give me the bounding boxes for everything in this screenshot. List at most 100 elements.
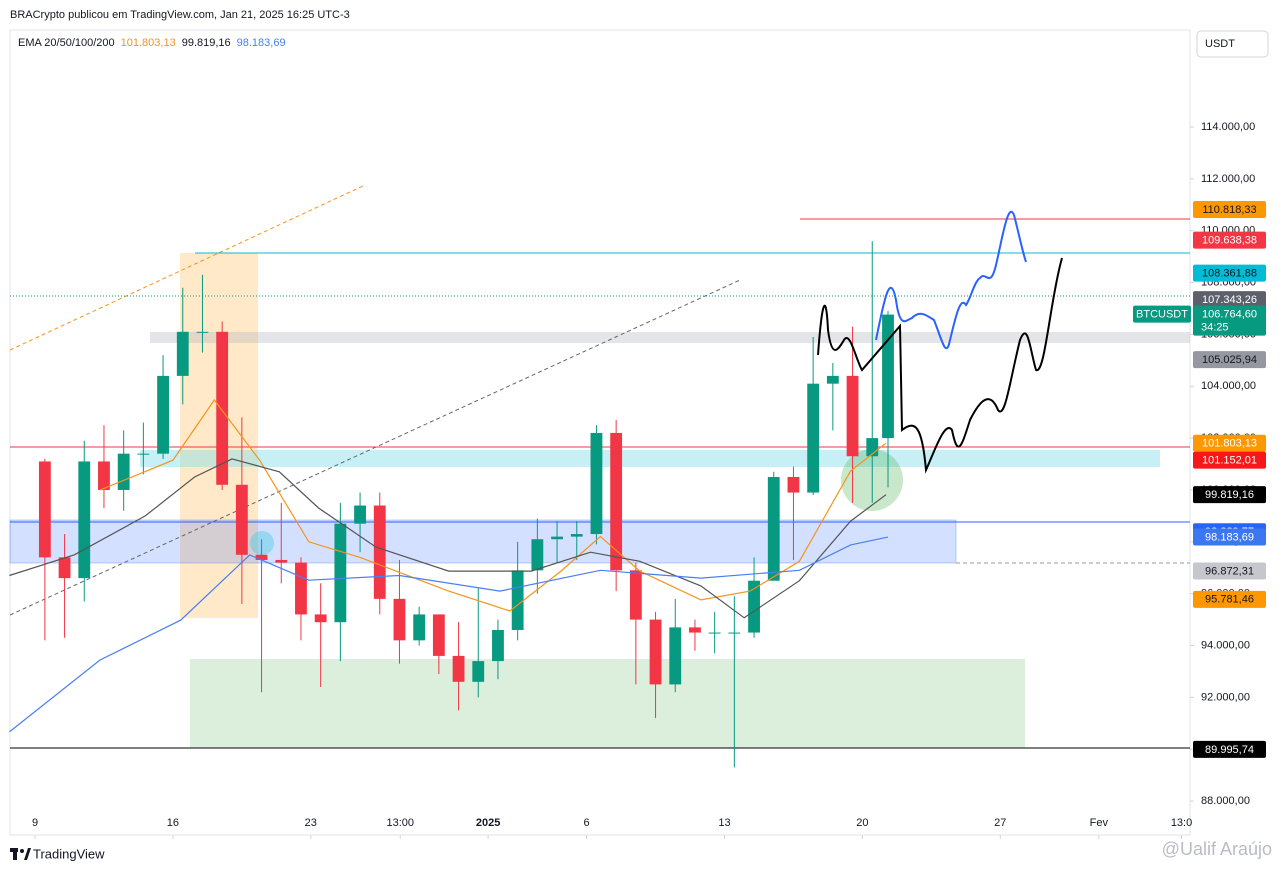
zone-green	[190, 659, 1025, 748]
ema-line	[9, 536, 889, 733]
candle-body	[807, 383, 820, 493]
y-tick-label: 92.000,00	[1201, 691, 1250, 703]
candle-body	[882, 314, 894, 439]
zone-gray	[150, 332, 1190, 343]
y-tick-label: 114.000,00	[1201, 121, 1255, 133]
candle-body	[137, 453, 150, 455]
x-tick-label: 2025	[476, 817, 500, 829]
candle-body	[235, 484, 248, 555]
price-badge-label: 95.781,46	[1205, 594, 1254, 606]
x-tick-label: Fev	[1090, 817, 1109, 829]
candle-body	[748, 580, 760, 633]
candle-body	[610, 432, 623, 571]
candle-body	[629, 570, 642, 620]
currency: USDT	[1205, 38, 1235, 50]
price-badge	[1193, 486, 1266, 504]
candle-body	[432, 614, 445, 656]
x-tick-label: 20	[856, 817, 868, 829]
trend-line	[9, 184, 366, 351]
indicator-legend: EMA 20/50/100/200 101.803,13 99.819,16 98.1…	[18, 37, 286, 49]
candle-body	[255, 554, 268, 560]
candle-body	[393, 598, 406, 641]
brand: TradingView	[33, 846, 105, 861]
ema-line	[99, 398, 887, 612]
price-badge-label: 101.152,01	[1202, 455, 1257, 467]
price-badge	[1193, 740, 1266, 758]
candle-body	[767, 477, 780, 581]
watermark: @Ualif Araújo	[1162, 839, 1272, 859]
candle-body	[826, 375, 839, 384]
ema-line	[9, 458, 887, 619]
candle-body	[196, 331, 209, 333]
candle-body	[98, 461, 110, 490]
price-badge-label: 105.025,94	[1202, 354, 1257, 366]
price-badge-label: 109.638,38	[1202, 234, 1257, 246]
price-badge	[1193, 562, 1266, 580]
indicator-value: 98.183,69	[237, 37, 286, 49]
price-badge-label: 98.183,69	[1205, 531, 1254, 543]
candle-body	[216, 331, 229, 485]
candle-body	[157, 375, 169, 454]
price-badge	[1193, 231, 1266, 249]
candle-body	[787, 477, 800, 493]
candle-body	[649, 619, 662, 685]
symbol-label: BTCUSDT	[1136, 308, 1188, 320]
candle-body	[58, 557, 71, 579]
candle-body	[314, 614, 327, 623]
x-tick-label: 16	[167, 817, 179, 829]
price-badge	[1193, 434, 1266, 452]
price-badge-label: 108.361,88	[1202, 268, 1257, 280]
x-tick-label: 23	[305, 817, 317, 829]
candle-body	[570, 534, 583, 537]
price-badge	[1193, 451, 1266, 469]
candle-body	[275, 559, 288, 563]
projection-path	[875, 211, 1027, 350]
x-tick-label: 13:00	[386, 817, 414, 829]
projection-path	[817, 257, 1063, 474]
y-tick-label: 94.000,00	[1201, 639, 1250, 651]
candle-body	[551, 536, 563, 540]
candle-body	[38, 461, 51, 558]
currency-button[interactable]	[1196, 30, 1269, 58]
candle-body	[373, 505, 386, 599]
zone-cyan	[140, 450, 1160, 467]
symbol-badge	[1133, 305, 1191, 323]
candle-body	[117, 453, 130, 490]
candle-body	[492, 629, 504, 662]
candle-body	[846, 375, 859, 457]
x-tick-label: 9	[32, 817, 38, 829]
candle-body	[452, 655, 465, 682]
price-badge-label: 107.343,26	[1202, 294, 1257, 306]
candle-body	[531, 539, 544, 571]
candle-body	[866, 438, 879, 457]
candle-body	[295, 562, 307, 615]
candle-body	[354, 505, 366, 524]
price-badge	[1193, 351, 1266, 369]
brand-logo	[10, 848, 31, 860]
price-badge	[1193, 200, 1266, 218]
candle-body	[590, 432, 603, 535]
candle-body	[708, 632, 721, 634]
candle-body	[78, 461, 91, 579]
indicator-value: 101.803,13	[121, 37, 176, 49]
price-badge-label: 110.818,33	[1202, 204, 1256, 216]
price-badge	[1193, 291, 1266, 309]
last-price-label: 106.764,60	[1202, 308, 1257, 320]
price-badge-label: 96.872,31	[1205, 565, 1254, 577]
last-price-badge	[1193, 305, 1266, 336]
x-tick-label: 13:0	[1171, 817, 1192, 829]
indicator-label: EMA 20/50/100/200	[18, 37, 115, 49]
indicator-value: 99.819,16	[182, 37, 231, 49]
candle-body	[334, 523, 347, 623]
x-tick-label: 27	[994, 817, 1006, 829]
candle-body	[689, 627, 701, 633]
candle-body	[728, 632, 741, 634]
candle-body	[669, 627, 682, 685]
candle-body	[413, 614, 426, 641]
candle-body	[176, 331, 189, 376]
price-badge	[1193, 264, 1266, 282]
candle-body	[511, 570, 524, 630]
candle-body	[472, 661, 485, 682]
x-tick-label: 6	[584, 817, 590, 829]
